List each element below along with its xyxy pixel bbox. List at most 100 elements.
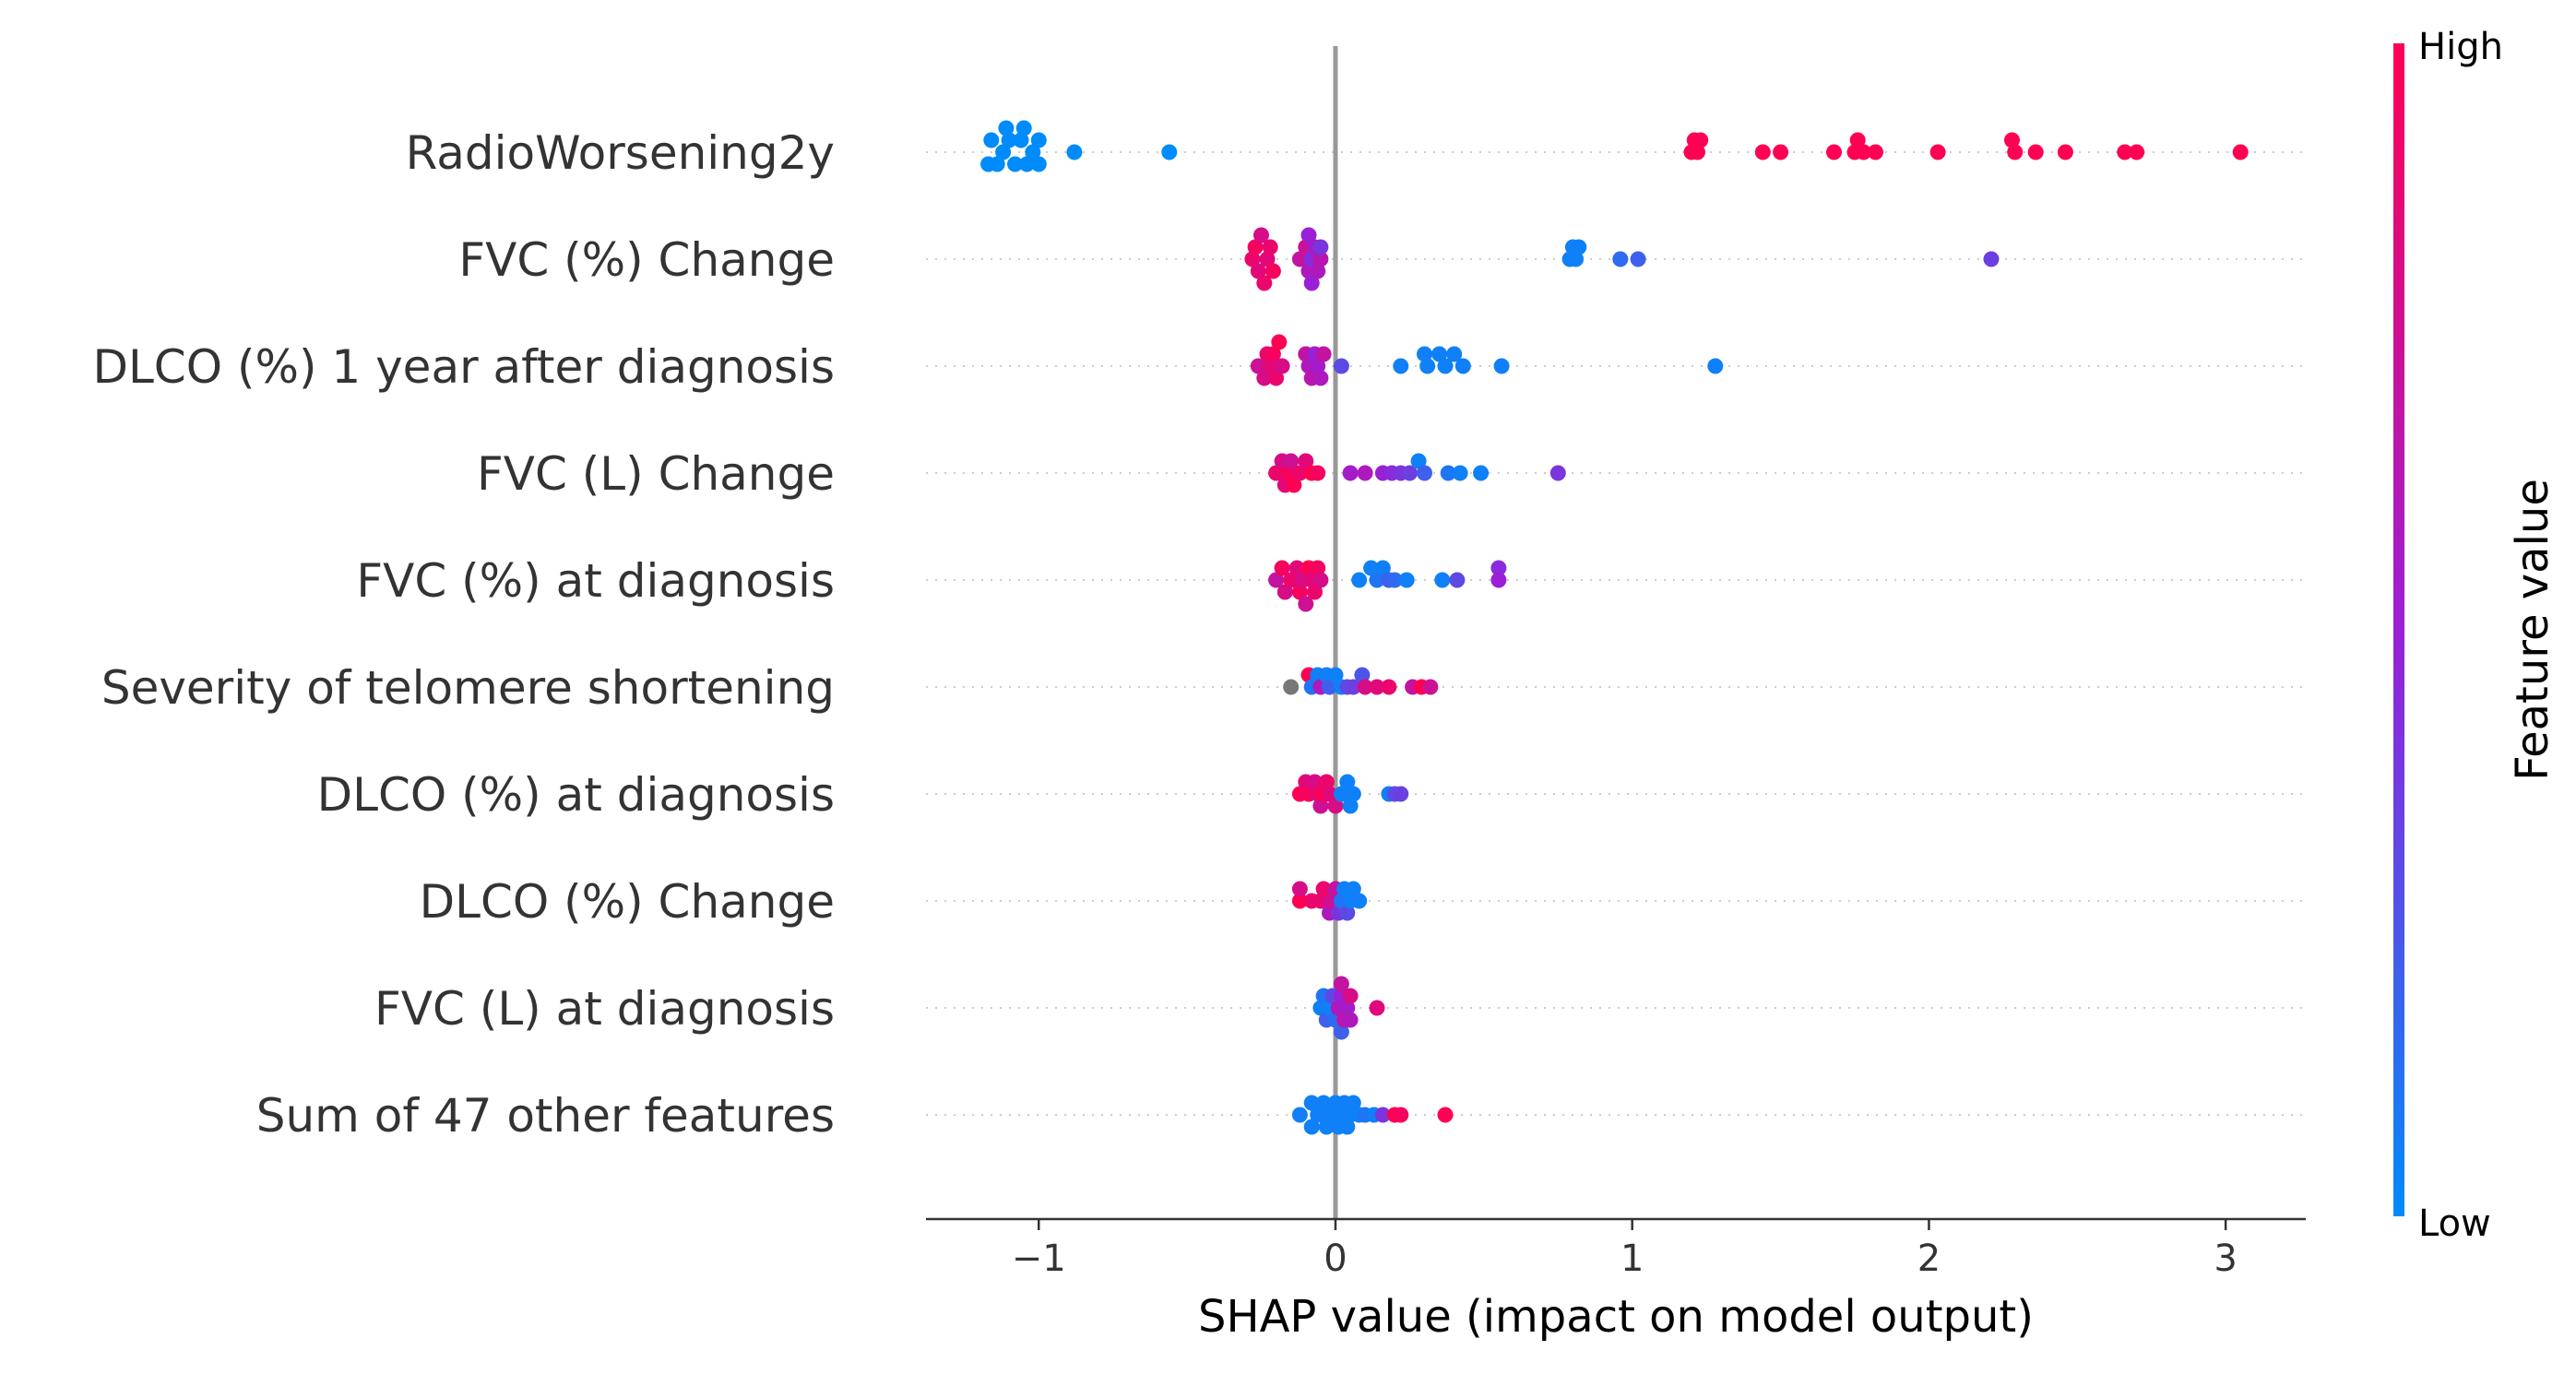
shap-point (1262, 358, 1278, 374)
shap-point (1025, 144, 1041, 160)
shap-point (1374, 560, 1391, 576)
shap-point (1291, 881, 1308, 897)
shap-point (1271, 334, 1288, 350)
shap-point (1393, 1107, 1409, 1123)
shap-point (1386, 572, 1403, 588)
shap-point (1253, 227, 1269, 243)
shap-point (1849, 132, 1866, 148)
colorbar-gradient (2393, 43, 2404, 1216)
feature-label: RadioWorsening2y (406, 126, 835, 180)
colorbar-title: Feature value (2507, 479, 2558, 781)
shap-point (1490, 560, 1507, 576)
colorbar-high-label: High (2418, 26, 2503, 68)
shap-point (1303, 893, 1320, 909)
shap-point (1288, 560, 1305, 576)
shap-point (1300, 227, 1317, 243)
feature-label: Sum of 47 other features (256, 1089, 835, 1143)
shap-point (1401, 465, 1418, 481)
shap-point (1310, 560, 1326, 576)
x-tick-label: 1 (1620, 1238, 1644, 1280)
shap-point (2027, 144, 2044, 160)
shap-point (1322, 1107, 1337, 1123)
shap-point (1327, 667, 1344, 683)
shap-point (1327, 798, 1344, 814)
feature-label: Severity of telomere shortening (101, 661, 835, 715)
shap-point (1357, 465, 1373, 481)
shap-point (1315, 881, 1332, 897)
shap-point (1345, 881, 1361, 897)
shap-point (1449, 572, 1466, 588)
data-points (980, 120, 2249, 1135)
shap-point (1315, 1095, 1332, 1111)
shap-point (1868, 144, 1883, 160)
shap-point (1274, 358, 1290, 374)
shap-point (1280, 465, 1296, 481)
shap-point (1276, 584, 1293, 600)
shap-point (1250, 263, 1266, 279)
colorbar-low-label: Low (2418, 1202, 2491, 1245)
shap-point (1568, 251, 1585, 267)
feature-label: FVC (%) at diagnosis (356, 554, 835, 608)
shap-point (1417, 346, 1432, 362)
shap-point (995, 144, 1012, 160)
x-axis-label: SHAP value (impact on model output) (1198, 1291, 2034, 1343)
x-tick-label: 3 (2214, 1238, 2237, 1280)
shap-point (1244, 251, 1261, 267)
shap-point (1339, 905, 1356, 921)
shap-point (1431, 346, 1448, 362)
shap-point (1342, 798, 1359, 814)
x-axis-ticks: −1 0 1 2 3 (1012, 1219, 2238, 1280)
shap-point (1286, 477, 1302, 493)
shap-point (1381, 679, 1397, 695)
shap-point (1707, 358, 1724, 374)
shap-point (1262, 239, 1278, 255)
shap-point (1303, 1119, 1320, 1135)
shap-point (1454, 358, 1471, 374)
shap-point (1983, 251, 2000, 267)
shap-point (1018, 156, 1035, 172)
shap-point (2129, 144, 2145, 160)
shap-point (1333, 358, 1349, 374)
shap-point (1268, 572, 1285, 588)
shap-point (1630, 251, 1646, 267)
shap-point (1259, 251, 1276, 267)
shap-point (983, 132, 1000, 148)
shap-point (1322, 786, 1337, 802)
shap-point (2004, 132, 2020, 148)
colorbar: High Low Feature value (2393, 26, 2558, 1245)
shap-point (1419, 358, 1436, 374)
shap-point (1398, 572, 1415, 588)
shap-point (1493, 358, 1510, 374)
x-tick-label: 2 (1917, 1238, 1941, 1280)
shap-point (1030, 156, 1047, 172)
shap-point (1417, 465, 1432, 481)
shap-point (1333, 976, 1349, 992)
feature-label: DLCO (%) 1 year after diagnosis (92, 340, 835, 394)
shap-point (1369, 1000, 1385, 1016)
shap-point (1291, 251, 1308, 267)
shap-point (2117, 144, 2133, 160)
shap-point (1339, 1119, 1356, 1135)
shap-point (1250, 358, 1266, 374)
feature-label: DLCO (%) at diagnosis (317, 768, 835, 822)
row-gridlines (926, 151, 2306, 1116)
shap-point (1264, 263, 1281, 279)
x-tick-label: −1 (1012, 1238, 1066, 1280)
shap-point (1437, 358, 1454, 374)
shap-point (1066, 144, 1083, 160)
shap-point (1268, 370, 1285, 386)
feature-labels: RadioWorsening2y FVC (%) Change DLCO (%) 1… (92, 126, 835, 1143)
shap-point (1247, 239, 1264, 255)
shap-point (1256, 275, 1273, 291)
shap-point (1015, 120, 1032, 136)
shap-point (1452, 465, 1468, 481)
shap-point (1312, 370, 1329, 386)
shap-point (1342, 988, 1359, 1004)
shap-point (1312, 251, 1329, 267)
shap-point (2007, 144, 2024, 160)
shap-point (1690, 144, 1705, 160)
shap-point (1310, 263, 1326, 279)
shap-point (1826, 144, 1842, 160)
shap-point (1030, 132, 1047, 148)
shap-point (1298, 596, 1314, 612)
